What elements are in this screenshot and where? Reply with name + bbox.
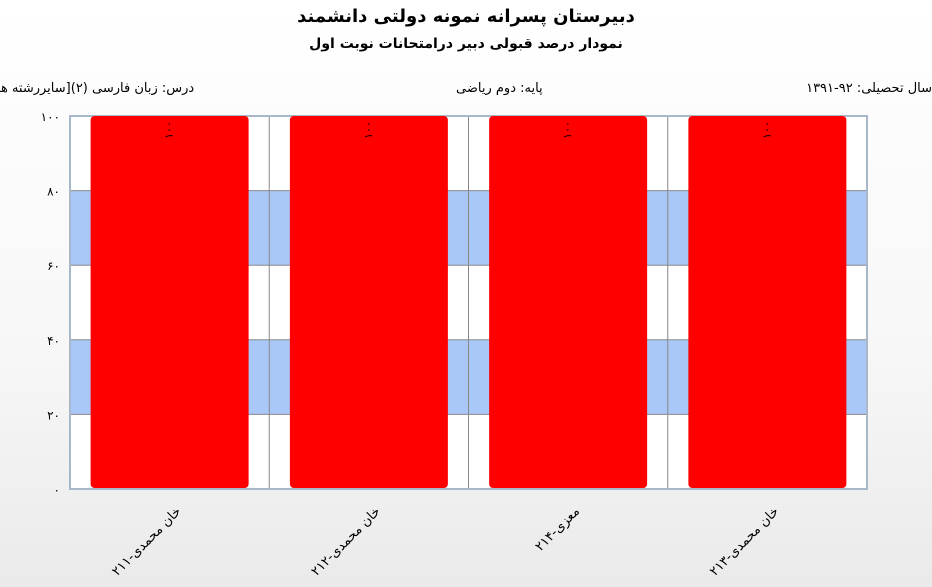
- course-label: درس: زبان فارسی (۲)[سایررشته ها: [0, 81, 195, 96]
- y-tick-label: ۶۰: [47, 259, 60, 273]
- plot-frame: [69, 115, 868, 490]
- academic-year-label: سال تحصیلی: ۹۲-۱۳۹۱: [806, 81, 932, 96]
- chart-title: دبیرستان پسرانه نمونه دولتی دانشمند: [297, 6, 635, 27]
- x-category-label: معزی-۲۱۴: [533, 504, 583, 554]
- x-category-label: خان محمدی-۲۱۳: [707, 504, 782, 579]
- bar: [289, 116, 448, 488]
- y-tick-label: ۲۰: [47, 408, 60, 422]
- bar-data-label: ۱۰۰: [561, 121, 574, 139]
- y-tick-label: ۸۰: [47, 185, 60, 199]
- y-tick-label: ۱۰۰: [41, 110, 60, 124]
- bar-data-label: ۱۰۰: [760, 121, 773, 139]
- bar: [90, 116, 249, 488]
- bar: [688, 116, 847, 488]
- y-tick-label: ۰: [54, 483, 60, 497]
- y-tick-label: ۴۰: [47, 334, 60, 348]
- chart-subtitle: نمودار درصد قبولی دبیر درامتحانات نوبت ا…: [309, 36, 623, 52]
- x-category-label: خان محمدی-۲۱۱: [109, 504, 184, 579]
- bar: [489, 116, 648, 488]
- grade-label: پایه: دوم ریاضی: [456, 81, 543, 96]
- bar-data-label: ۱۰۰: [163, 121, 176, 139]
- bar-data-label: ۱۰۰: [362, 121, 375, 139]
- x-category-label: خان محمدی-۲۱۲: [309, 504, 384, 579]
